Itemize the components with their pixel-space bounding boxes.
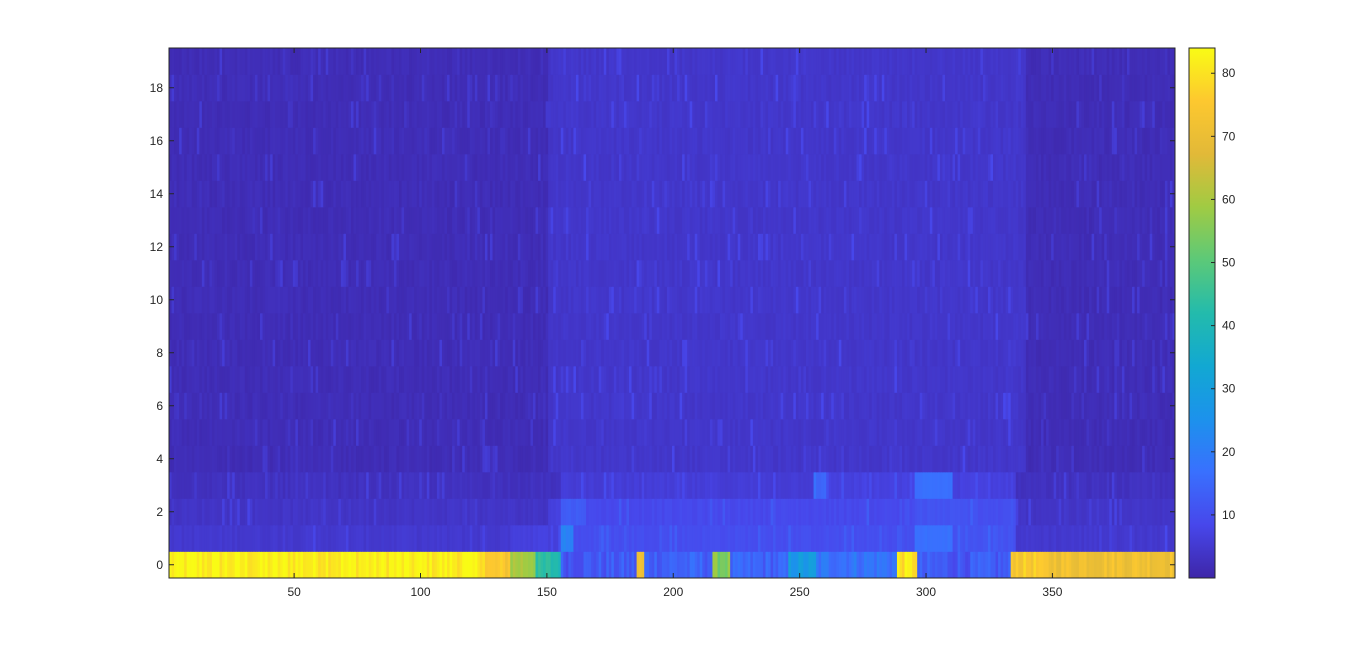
heatmap-cells — [169, 48, 1176, 578]
